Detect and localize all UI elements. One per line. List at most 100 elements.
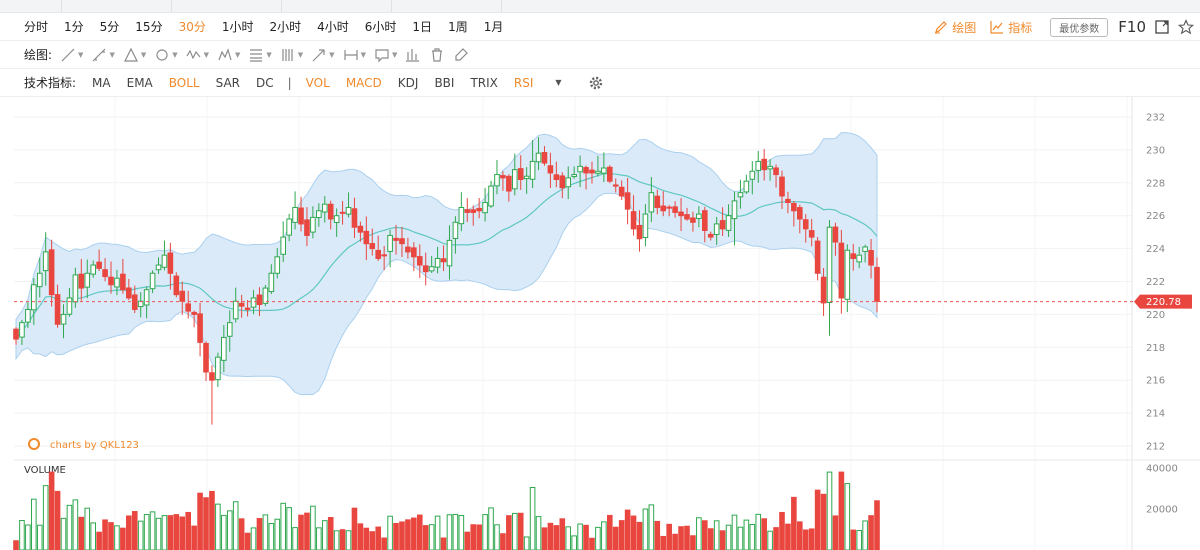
candle (440, 245, 447, 272)
candle (482, 187, 488, 222)
volume-bar (838, 471, 845, 550)
star-icon[interactable] (1178, 19, 1194, 35)
channel-tool-icon[interactable]: ▼ (280, 47, 303, 63)
candle (713, 216, 720, 245)
arrow-tool-icon[interactable]: ▼ (311, 47, 335, 63)
volume-bar (381, 537, 387, 550)
indicator-ma-button[interactable]: MA (92, 75, 111, 90)
indicator-dc-button[interactable]: DC (256, 75, 274, 90)
ray-tool-icon[interactable]: ▼ (91, 47, 115, 63)
f10-button[interactable]: F10 (1118, 18, 1146, 36)
indicator-macd-button[interactable]: MACD (345, 75, 382, 90)
volume-bar (719, 530, 726, 550)
draw-toggle-button[interactable]: 绘图 (934, 19, 976, 36)
volume-bar (500, 533, 506, 550)
indicator-toggle-button[interactable]: 指标 (990, 19, 1032, 36)
period-tab[interactable]: 1周 (448, 20, 468, 34)
candle (232, 287, 239, 323)
indicator-kdj-button[interactable]: KDJ (397, 75, 419, 90)
wave-tool-icon[interactable]: ▼ (186, 47, 209, 63)
period-tab[interactable]: 6小时 (364, 20, 397, 34)
period-tab[interactable]: 2小时 (269, 20, 302, 34)
brush-icon[interactable] (453, 47, 469, 63)
indicator-ema-button[interactable]: EMA (126, 75, 153, 90)
fullscreen-icon[interactable] (1154, 19, 1170, 35)
period-bar: 分时 1分 5分 15分 30分 1小时 2小时 4小时 6小时 1日 1周 1月 (0, 13, 1200, 41)
tab-divider (390, 0, 392, 12)
candle (642, 204, 649, 247)
candle (660, 191, 667, 217)
volume-bar (244, 532, 251, 550)
indicator-boll-button[interactable]: BOLL (168, 75, 200, 90)
line-tool-icon[interactable]: ▼ (60, 47, 83, 63)
candle (802, 214, 809, 243)
candle (666, 204, 672, 217)
period-tab[interactable]: 15分 (135, 20, 163, 34)
candle (814, 236, 821, 281)
candle (221, 325, 227, 373)
candle (797, 204, 803, 234)
indicator-vol-button[interactable]: VOL (305, 75, 330, 90)
pattern-tool-icon[interactable]: ▼ (217, 47, 240, 63)
candle (464, 198, 471, 223)
candle (339, 201, 346, 225)
candle (13, 327, 19, 345)
volume-bar (250, 527, 257, 550)
indicator-trix-button[interactable]: TRIX (470, 75, 498, 90)
volume-bar (298, 514, 304, 550)
fib-tool-icon[interactable]: ▼ (248, 47, 272, 63)
volume-bar (601, 521, 607, 550)
candle (238, 294, 245, 318)
candle (244, 300, 251, 317)
range-tool-icon[interactable]: ▼ (343, 47, 366, 63)
candle (262, 284, 269, 307)
volume-bar (304, 512, 310, 550)
volume-bar (773, 527, 779, 550)
optimal-params-button[interactable]: 最优参数 (1050, 17, 1109, 37)
volume-bar (209, 490, 215, 550)
volume-bar (351, 507, 358, 550)
candle (506, 174, 512, 202)
volume-bar (797, 521, 803, 550)
volume-bar (654, 520, 661, 550)
period-tab[interactable]: 1分 (64, 20, 84, 34)
indicator-bbi-button[interactable]: BBI (434, 75, 455, 90)
right-toolbar: 绘图 指标 最优参数 F10 (920, 13, 1194, 41)
volume-bar (215, 503, 221, 550)
triangle-tool-icon[interactable]: ▼ (123, 47, 146, 63)
indicator-sar-button[interactable]: SAR (215, 75, 240, 90)
period-tab[interactable]: 1小时 (221, 20, 254, 34)
volume-bar (559, 518, 566, 550)
candle (90, 260, 96, 278)
candle (321, 196, 328, 223)
volume-bar (155, 517, 162, 550)
volume-bar (268, 522, 275, 550)
candle (767, 159, 773, 181)
settings-gear-icon[interactable] (588, 75, 604, 91)
price-chart[interactable]: 232 230 228 226 224 222 220 218 216 214 212 220.78… (0, 97, 1200, 550)
candle (791, 200, 797, 227)
volume-bar (221, 514, 227, 550)
period-tab[interactable]: 1日 (412, 20, 433, 34)
candle (511, 153, 518, 196)
circle-tool-icon[interactable]: ▼ (154, 47, 178, 63)
indicator-more-dropdown[interactable]: ▼ (555, 78, 562, 87)
period-tab[interactable]: 30分 (178, 20, 206, 34)
window-tab-strip (0, 0, 1200, 13)
indicator-rsi-button[interactable]: RSI (513, 75, 534, 90)
bar-tool-icon[interactable] (405, 47, 421, 63)
candle (108, 261, 114, 294)
period-tab[interactable]: 分时 (24, 20, 49, 34)
period-tab[interactable]: 1月 (483, 20, 504, 34)
volume-bar (850, 529, 857, 550)
candle (250, 289, 257, 315)
candle (268, 264, 275, 294)
volume-bar (411, 517, 417, 550)
volume-bar (832, 515, 839, 550)
period-tab[interactable]: 4小时 (317, 20, 349, 34)
candle (363, 216, 370, 261)
candle (648, 177, 655, 222)
trash-icon[interactable] (429, 47, 445, 63)
note-tool-icon[interactable]: ▼ (374, 47, 397, 63)
period-tab[interactable]: 5分 (99, 20, 120, 34)
